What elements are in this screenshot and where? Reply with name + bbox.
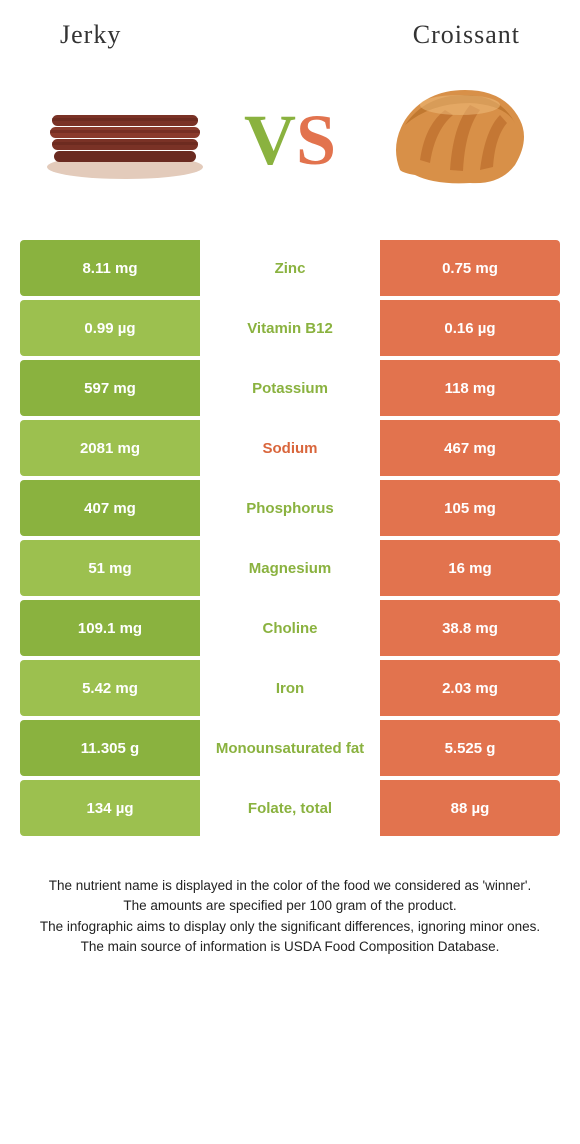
footer-line: The infographic aims to display only the… — [30, 917, 550, 937]
table-row: 597 mgPotassium118 mg — [20, 360, 560, 416]
right-value: 0.16 µg — [380, 300, 560, 356]
left-value: 134 µg — [20, 780, 200, 836]
left-food-title: Jerky — [60, 20, 121, 50]
right-value: 118 mg — [380, 360, 560, 416]
right-value: 467 mg — [380, 420, 560, 476]
table-row: 11.305 gMonounsaturated fat5.525 g — [20, 720, 560, 776]
footer-line: The nutrient name is displayed in the co… — [30, 876, 550, 896]
table-row: 51 mgMagnesium16 mg — [20, 540, 560, 596]
croissant-image — [370, 80, 540, 200]
right-value: 5.525 g — [380, 720, 560, 776]
left-value: 11.305 g — [20, 720, 200, 776]
nutrient-label: Magnesium — [200, 540, 380, 596]
vs-v-letter: V — [244, 99, 296, 182]
vs-s-letter: S — [296, 99, 336, 182]
table-row: 5.42 mgIron2.03 mg — [20, 660, 560, 716]
nutrient-label: Phosphorus — [200, 480, 380, 536]
left-value: 0.99 µg — [20, 300, 200, 356]
left-value: 109.1 mg — [20, 600, 200, 656]
table-row: 8.11 mgZinc0.75 mg — [20, 240, 560, 296]
right-value: 16 mg — [380, 540, 560, 596]
right-food-title: Croissant — [413, 20, 520, 50]
nutrient-label: Iron — [200, 660, 380, 716]
comparison-table: 8.11 mgZinc0.75 mg0.99 µgVitamin B120.16… — [20, 240, 560, 836]
right-value: 38.8 mg — [380, 600, 560, 656]
footer-line: The amounts are specified per 100 gram o… — [30, 896, 550, 916]
nutrient-label: Sodium — [200, 420, 380, 476]
right-value: 0.75 mg — [380, 240, 560, 296]
right-value: 88 µg — [380, 780, 560, 836]
vs-row: V S — [20, 80, 560, 200]
left-value: 51 mg — [20, 540, 200, 596]
left-value: 597 mg — [20, 360, 200, 416]
left-value: 8.11 mg — [20, 240, 200, 296]
vs-label: V S — [244, 99, 336, 182]
table-row: 134 µgFolate, total88 µg — [20, 780, 560, 836]
nutrient-label: Potassium — [200, 360, 380, 416]
footer-notes: The nutrient name is displayed in the co… — [20, 876, 560, 957]
table-row: 2081 mgSodium467 mg — [20, 420, 560, 476]
nutrient-label: Monounsaturated fat — [200, 720, 380, 776]
table-row: 407 mgPhosphorus105 mg — [20, 480, 560, 536]
table-row: 0.99 µgVitamin B120.16 µg — [20, 300, 560, 356]
footer-line: The main source of information is USDA F… — [30, 937, 550, 957]
header-row: Jerky Croissant — [20, 20, 560, 50]
jerky-image — [40, 80, 210, 200]
table-row: 109.1 mgCholine38.8 mg — [20, 600, 560, 656]
right-value: 105 mg — [380, 480, 560, 536]
nutrient-label: Folate, total — [200, 780, 380, 836]
left-value: 407 mg — [20, 480, 200, 536]
right-value: 2.03 mg — [380, 660, 560, 716]
nutrient-label: Vitamin B12 — [200, 300, 380, 356]
nutrient-label: Zinc — [200, 240, 380, 296]
nutrient-label: Choline — [200, 600, 380, 656]
left-value: 2081 mg — [20, 420, 200, 476]
left-value: 5.42 mg — [20, 660, 200, 716]
